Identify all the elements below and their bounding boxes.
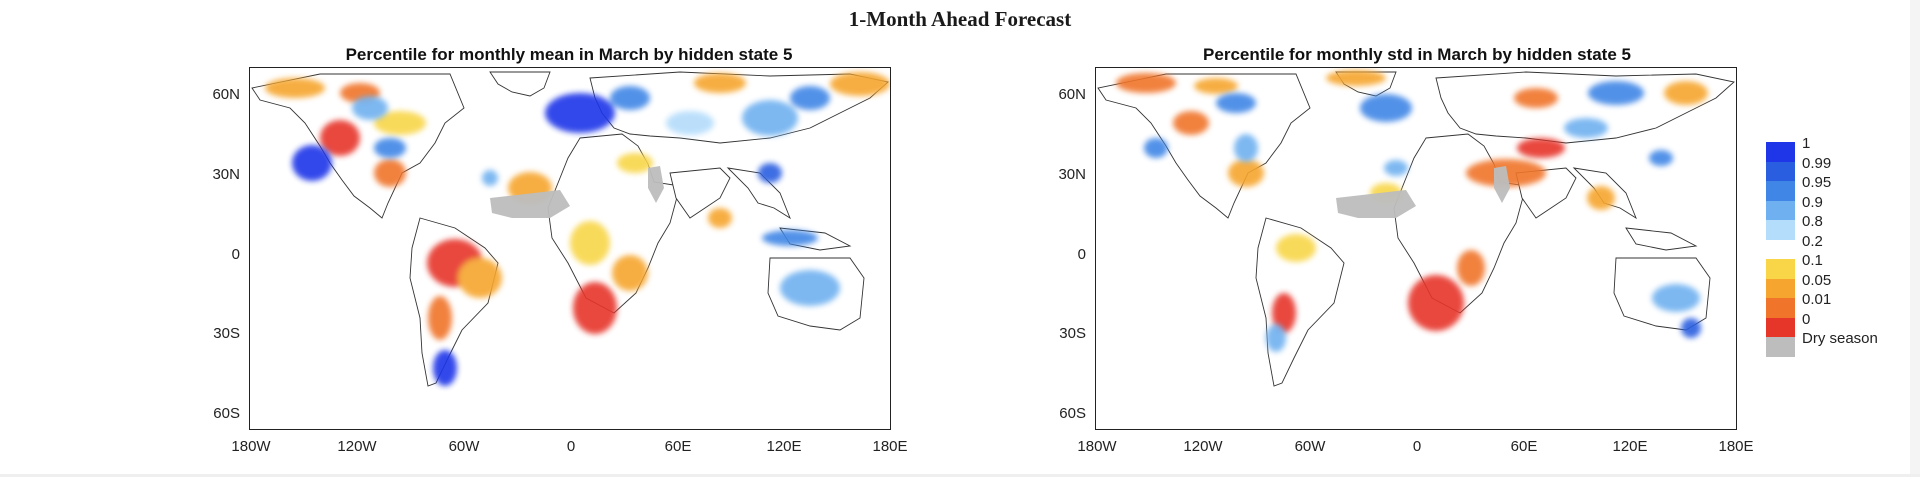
colorbar-swatch	[1766, 220, 1795, 240]
left-xtick-120E: 120E	[766, 438, 802, 455]
colorbar-swatch	[1766, 259, 1795, 279]
colorbar-swatch	[1766, 239, 1795, 259]
colorbar-label: 0.95	[1802, 174, 1832, 191]
left-ytick-60S: 60S	[213, 405, 240, 422]
left-panel-title: Percentile for monthly mean in March by …	[345, 45, 793, 64]
window-edge	[1910, 0, 1920, 477]
left-ytick-0: 0	[231, 246, 240, 263]
colorbar-label: Dry season	[1802, 330, 1878, 347]
left-xtick-180W: 180W	[231, 438, 271, 455]
colorbar-swatch	[1766, 142, 1795, 162]
colorbar-label: 0.9	[1802, 193, 1823, 211]
figure-title: 1-Month Ahead Forecast	[848, 7, 1072, 31]
left-xtick-180E: 180E	[872, 438, 908, 455]
right-ytick-0: 0	[1077, 246, 1086, 263]
colorbar-label: 0.05	[1802, 271, 1832, 289]
right-ytick-30N: 30N	[1058, 166, 1086, 183]
right-xtick-60W: 60W	[1294, 438, 1326, 455]
colorbar-swatch	[1766, 317, 1795, 337]
colorbar-swatch	[1766, 181, 1795, 201]
colorbar-swatch	[1766, 161, 1795, 181]
colorbar	[1766, 142, 1795, 357]
positive-anomaly-blobs	[1116, 70, 1708, 333]
colorbar-swatch	[1766, 337, 1795, 357]
left-map-canvas	[251, 71, 890, 387]
colorbar-swatch	[1766, 298, 1795, 318]
right-ytick-60N: 60N	[1058, 86, 1086, 103]
colorbar-label: 0.01	[1802, 291, 1832, 308]
right-map	[1095, 67, 1737, 430]
right-xtick-60E: 60E	[1510, 438, 1538, 455]
right-ytick-60S: 60S	[1059, 405, 1086, 422]
left-xtick-60W: 60W	[448, 438, 480, 455]
right-map-canvas	[1097, 70, 1735, 387]
right-xtick-180W: 180W	[1077, 438, 1117, 455]
colorbar-label: 0	[1802, 310, 1811, 328]
colorbar-swatch	[1766, 278, 1795, 298]
negative-anomaly-blobs	[1144, 81, 1701, 352]
window-bottom-edge	[0, 474, 1920, 477]
right-xtick-180E: 180E	[1718, 438, 1754, 455]
colorbar-label: 1	[1802, 135, 1811, 152]
dry-season-regions	[1336, 166, 1510, 218]
left-xtick-120W: 120W	[337, 438, 377, 455]
left-ytick-30S: 30S	[213, 325, 240, 342]
colorbar-label: 0.99	[1802, 154, 1832, 172]
colorbar-label: 0.2	[1802, 232, 1823, 250]
colorbar-swatch	[1766, 200, 1795, 220]
right-ytick-30S: 30S	[1059, 325, 1086, 342]
right-xtick-120E: 120E	[1612, 438, 1648, 455]
left-xtick-0: 0	[566, 438, 576, 455]
left-xtick-60E: 60E	[664, 438, 692, 455]
right-xtick-120W: 120W	[1183, 438, 1223, 455]
colorbar-label: 0.8	[1802, 213, 1823, 230]
dry-season-regions	[490, 166, 664, 218]
left-ytick-30N: 30N	[212, 166, 240, 183]
left-map	[249, 67, 891, 430]
right-xtick-0: 0	[1412, 438, 1422, 455]
colorbar-label: 0.1	[1802, 252, 1823, 269]
left-ytick-60N: 60N	[212, 86, 240, 103]
right-panel-title: Percentile for monthly std in March by h…	[1203, 45, 1631, 64]
negative-anomaly-blobs	[292, 86, 840, 386]
